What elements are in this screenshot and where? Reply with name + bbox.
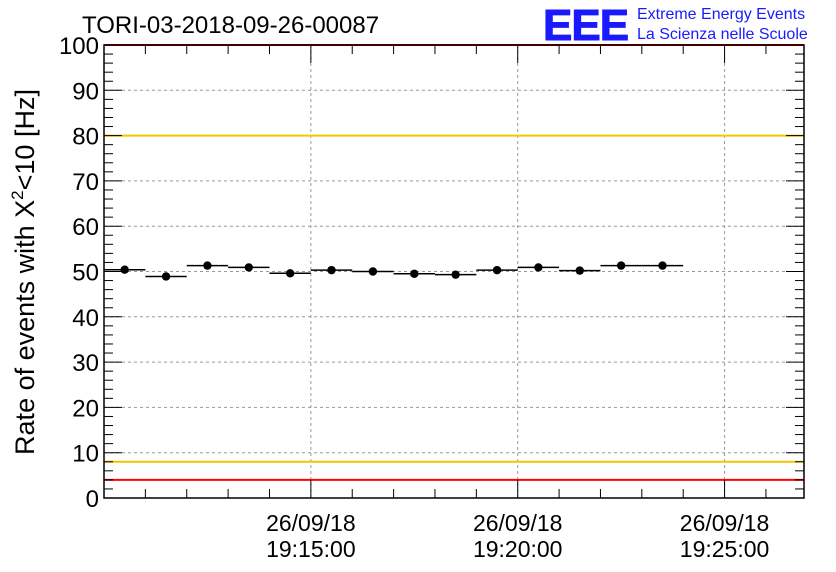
data-point-marker xyxy=(410,269,419,278)
data-point-marker xyxy=(616,261,626,270)
data-point-marker xyxy=(244,263,253,272)
y-tick-label: 50 xyxy=(72,260,99,287)
axis-ticks xyxy=(103,44,804,499)
x-tick-label-time: 19:20:00 xyxy=(473,536,563,562)
data-point-marker xyxy=(368,267,378,276)
y-tick-label: 0 xyxy=(86,486,99,513)
y-axis-label-tail: <10 [Hz] xyxy=(10,89,40,190)
data-point-marker xyxy=(285,269,295,278)
data-point-marker xyxy=(203,261,212,270)
data-point-marker xyxy=(451,270,460,279)
y-tick-label: 20 xyxy=(72,395,99,422)
y-axis-label-main: Rate of events with X xyxy=(10,200,40,455)
x-tick-label-date: 26/09/18 xyxy=(680,510,770,536)
eee-logo-mark: EEE xyxy=(543,1,628,50)
y-tick-label: 70 xyxy=(72,169,99,196)
data-point-marker xyxy=(161,272,171,281)
data-point-marker xyxy=(534,263,543,272)
y-axis-label-superscript: 2 xyxy=(8,190,27,199)
x-tick-label-date: 26/09/18 xyxy=(266,510,356,536)
data-point-marker xyxy=(327,265,336,275)
chart-title: TORI-03-2018-09-26-00087 xyxy=(82,12,379,39)
x-tick-label-date: 26/09/18 xyxy=(473,510,563,536)
data-point-marker xyxy=(575,266,584,275)
y-tick-label: 90 xyxy=(72,78,99,105)
logo-line-2: La Scienza nelle Scuole xyxy=(637,26,808,43)
data-point-marker xyxy=(658,261,667,270)
x-tick-label-time: 19:25:00 xyxy=(680,536,770,562)
y-tick-label: 40 xyxy=(72,305,99,332)
data-point-marker xyxy=(492,265,502,275)
y-tick-label: 30 xyxy=(72,350,99,377)
y-tick-label: 80 xyxy=(72,124,99,151)
y-tick-label: 100 xyxy=(59,33,99,60)
axis-labels: 010203040506070809010026/09/1819:15:0026… xyxy=(59,33,769,562)
data-point-marker xyxy=(120,265,129,274)
data-points xyxy=(104,261,684,281)
x-tick-label-time: 19:15:00 xyxy=(266,536,356,562)
y-axis-label: Rate of events with X2<10 [Hz] xyxy=(8,89,40,455)
y-tick-label: 60 xyxy=(72,214,99,241)
y-tick-label: 10 xyxy=(72,441,99,468)
logo-line-1: Extreme Energy Events xyxy=(637,6,805,23)
